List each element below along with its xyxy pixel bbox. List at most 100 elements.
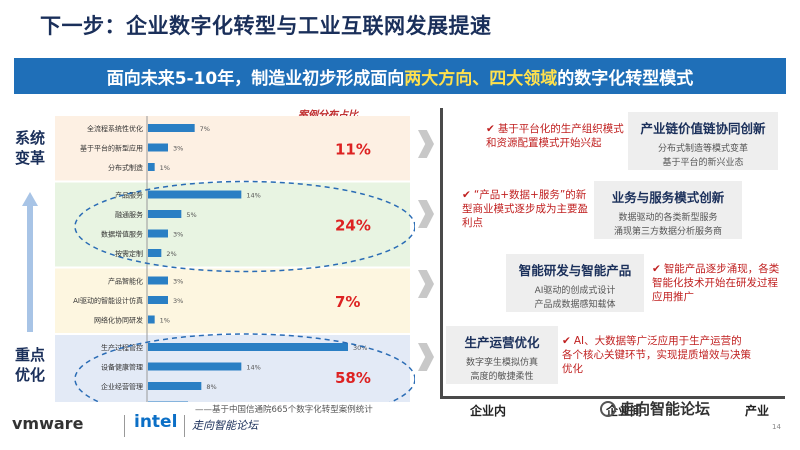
- box-title: 智能研发与智能产品: [518, 263, 632, 278]
- source-note: ——基于中国信通院665个数字化转型案例统计: [195, 405, 373, 415]
- chevron-right-icon: [418, 343, 434, 371]
- value-label: 3%: [173, 145, 183, 153]
- box-line: 基于平台的新兴业态: [662, 158, 744, 168]
- y-axis-line: [440, 108, 443, 398]
- value-label: 3%: [173, 231, 183, 239]
- value-label: 14%: [246, 192, 260, 200]
- bar: [148, 296, 168, 304]
- category-label: 分布式制造: [108, 163, 143, 172]
- banner-prefix: 面向未来5-10年，制造业初步形成面向: [106, 68, 405, 89]
- box-line: 数据驱动的各类新型服务: [618, 213, 718, 223]
- bar: [148, 210, 182, 218]
- value-label: 30%: [353, 344, 367, 352]
- bar: [148, 382, 202, 390]
- wechat-icon: [600, 401, 616, 417]
- label-system-change: 系统 变革: [14, 129, 45, 167]
- value-label: 14%: [246, 364, 260, 372]
- bar: [148, 249, 162, 257]
- group-background: [55, 268, 410, 333]
- box-line: AI驱动的创成式设计: [534, 286, 616, 296]
- note-text: AI、大数据等广泛应用于生产运营的各个核心关键环节，实现提质增效与决策优化: [562, 335, 751, 375]
- note-text: 智能产品逐步涌现，各类智能化技术开始在研发过程应用推广: [652, 263, 780, 303]
- box-line: 数字孪生模拟仿真: [465, 358, 538, 368]
- category-label: 全流程系统性优化: [87, 124, 143, 133]
- bar: [148, 163, 155, 171]
- headline-banner: 面向未来5-10年，制造业初步形成面向 两大方向、四大领域 的数字化转型模式: [14, 58, 786, 94]
- check-icon: ✔: [562, 335, 571, 347]
- case-distribution-chart: 全流程系统性优化 7% 基于平台的新型应用 3% 分布式制造 1% 产品服务 14% 融通服务 5…: [55, 116, 415, 403]
- bar: [148, 229, 168, 238]
- divider: [184, 415, 185, 437]
- value-label: 1%: [160, 164, 170, 172]
- bar: [148, 362, 242, 371]
- category-label: 能耗与排放管理: [94, 402, 143, 403]
- category-label: AI驱动的智能设计仿真: [73, 296, 143, 305]
- value-label: 7%: [200, 125, 210, 133]
- box-title: 产业链价值链协同创新: [640, 121, 766, 136]
- group-ellipse: [74, 333, 415, 402]
- category-label: 数据增值服务: [101, 230, 143, 239]
- bar: [148, 190, 242, 199]
- box-line: 分布式制造等模式变革: [657, 144, 748, 154]
- check-icon: ✔: [486, 123, 495, 135]
- box-production-ops: 生产运营优化 数字孪生模拟仿真 高度的敏捷柔性: [446, 326, 558, 384]
- note-text: “产品+数据+服务”的新型商业模式逐步成为主要盈利点: [462, 189, 588, 229]
- box-title: 生产运营优化: [464, 335, 540, 350]
- value-label: 8%: [206, 383, 216, 391]
- axis-label-industry: 产业: [745, 404, 770, 418]
- value-label: 1%: [160, 317, 170, 325]
- category-label: 按需定制: [115, 249, 143, 258]
- intel-logo: intel: [134, 412, 178, 432]
- box-business-model: 业务与服务模式创新 数据驱动的各类新型服务 涌现第三方数据分析服务商: [594, 181, 742, 239]
- value-label: 5%: [186, 211, 196, 219]
- check-icon: ✔: [652, 263, 661, 275]
- category-label: 网络化协同研发: [94, 316, 143, 325]
- chart-title: 案例分布占比: [298, 110, 358, 121]
- x-axis-line: [440, 396, 785, 399]
- note-platform: ✔ 基于平台化的生产组织模式和资源配置模式开始兴起: [486, 122, 626, 150]
- value-label: 3%: [173, 297, 183, 305]
- chevron-right-icon: [418, 200, 434, 228]
- bar: [148, 143, 168, 152]
- forum-logo: 走向智能论坛: [192, 419, 258, 432]
- category-label: 企业经营管理: [101, 382, 143, 391]
- page-title: 下一步：企业数字化转型与工业互联网发展提速: [40, 14, 492, 38]
- box-title: 业务与服务模式创新: [611, 190, 725, 205]
- box-line: 高度的敏捷柔性: [470, 372, 534, 382]
- group-ellipse: [74, 180, 415, 273]
- up-arrow-icon: [22, 192, 38, 332]
- note-text: 基于平台化的生产组织模式和资源配置模式开始兴起: [486, 123, 624, 149]
- divider: [124, 415, 125, 437]
- value-label: 2%: [166, 250, 176, 258]
- group-total: 7%: [335, 293, 360, 311]
- chevron-right-icon: [418, 130, 434, 158]
- group-total: 11%: [335, 140, 371, 158]
- page-number: 14: [772, 423, 781, 431]
- bar: [148, 315, 155, 324]
- category-label: 基于平台的新型应用: [80, 144, 143, 153]
- category-label: 设备健康管理: [101, 363, 143, 372]
- box-industry-chain: 产业链价值链协同创新 分布式制造等模式变革 基于平台的新兴业态: [628, 112, 778, 170]
- note-business: ✔ “产品+数据+服务”的新型商业模式逐步成为主要盈利点: [462, 188, 592, 230]
- value-label: 3%: [173, 278, 183, 286]
- chevron-right-icon: [418, 270, 434, 298]
- bar: [148, 124, 195, 132]
- banner-highlight: 两大方向、四大领域: [404, 68, 558, 89]
- watermark: 走向智能论坛: [620, 400, 711, 418]
- bar: [148, 343, 348, 351]
- box-smart-rnd: 智能研发与智能产品 AI驱动的创成式设计 产品成数据感知载体: [506, 254, 644, 312]
- category-label: 产品服务: [115, 191, 143, 200]
- group-total: 24%: [335, 217, 371, 235]
- box-line: 产品成数据感知载体: [534, 300, 616, 310]
- category-label: 产品智能化: [108, 277, 143, 286]
- note-smart-product: ✔ 智能产品逐步涌现，各类智能化技术开始在研发过程应用推广: [652, 262, 788, 304]
- box-line: 涌现第三方数据分析服务商: [613, 227, 722, 237]
- check-icon: ✔: [462, 189, 471, 201]
- axis-label-intra: 企业内: [470, 404, 507, 418]
- vmware-logo: vmware: [12, 414, 84, 433]
- bar: [148, 401, 188, 402]
- group-background: [55, 116, 410, 181]
- bar: [148, 276, 168, 285]
- label-key-optimize: 重点 优化: [14, 346, 45, 384]
- category-label: 融通服务: [115, 210, 143, 219]
